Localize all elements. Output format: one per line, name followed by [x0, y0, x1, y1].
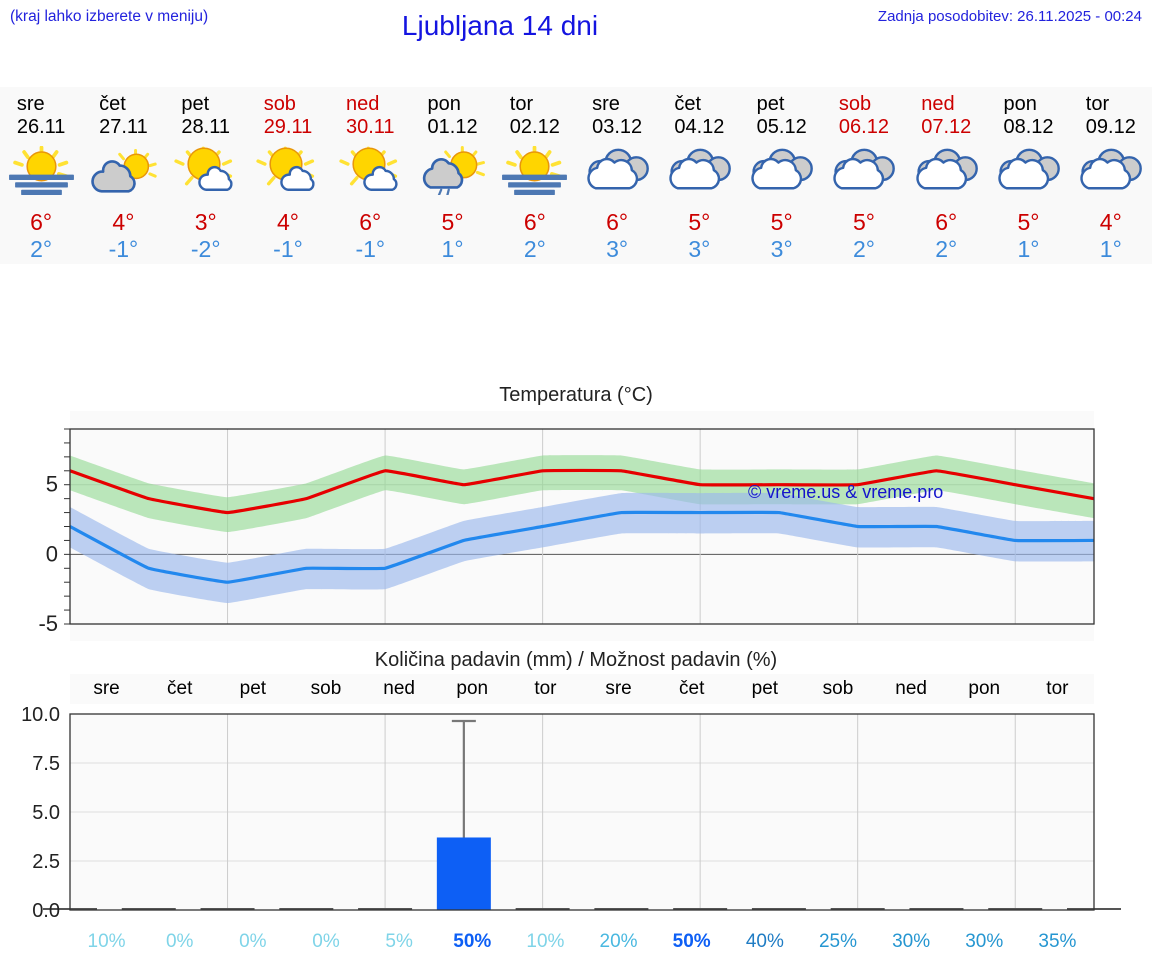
svg-text:10.0: 10.0 [21, 704, 60, 726]
svg-text:0.0: 0.0 [32, 900, 60, 920]
svg-text:5.0: 5.0 [32, 802, 60, 824]
svg-text:2.5: 2.5 [32, 851, 60, 873]
svg-text:5: 5 [46, 472, 58, 497]
svg-text:0: 0 [46, 541, 58, 566]
svg-text:7.5: 7.5 [32, 753, 60, 775]
svg-text:© vreme.us & vreme.pro: © vreme.us & vreme.pro [748, 482, 943, 502]
svg-text:-5: -5 [38, 611, 58, 636]
